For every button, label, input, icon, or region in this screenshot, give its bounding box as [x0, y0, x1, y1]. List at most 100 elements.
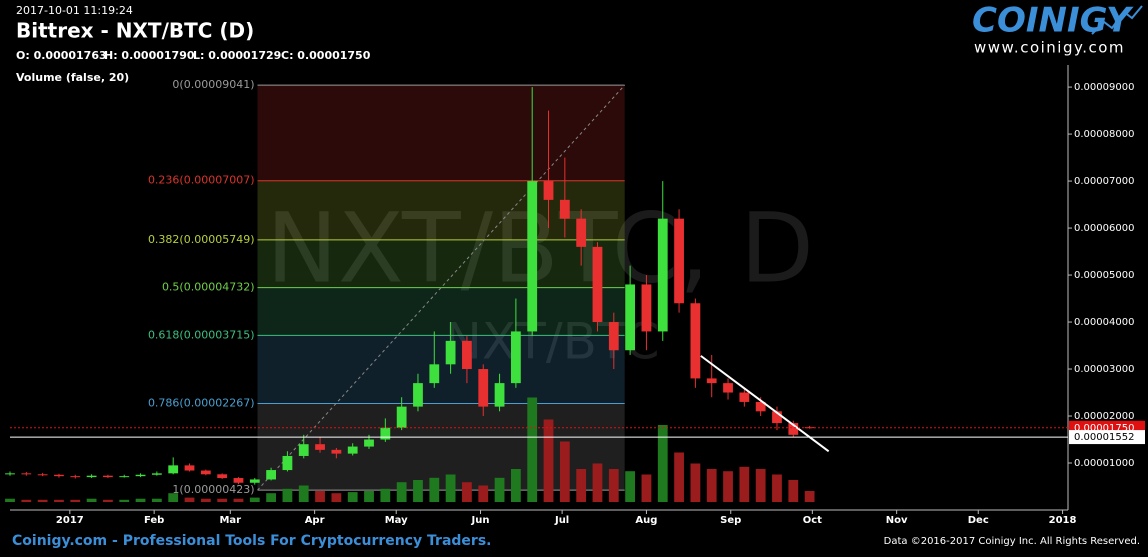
- candle-body: [380, 427, 391, 440]
- volume-bar: [86, 498, 97, 502]
- candle-body: [641, 284, 652, 332]
- volume-bar: [168, 493, 179, 502]
- volume-bar: [331, 493, 342, 502]
- candle-body: [70, 476, 81, 478]
- candle-body: [478, 369, 489, 407]
- fib-diagonal: [257, 84, 626, 491]
- volume-bar: [200, 498, 211, 502]
- volume-bar: [462, 482, 472, 502]
- logo: COINIGY: [972, 1, 1134, 41]
- volume-bar: [543, 419, 554, 502]
- candle-body: [86, 475, 97, 478]
- candle-body: [723, 383, 733, 393]
- volume-bar: [54, 499, 64, 502]
- trendline: [700, 355, 830, 453]
- volume-bar: [625, 471, 636, 502]
- candle-body: [755, 401, 766, 412]
- volume-bar: [380, 488, 391, 502]
- price-tag: [1069, 430, 1145, 445]
- candle-body: [168, 465, 179, 474]
- candle-body: [608, 322, 619, 351]
- candle-body: [625, 284, 636, 351]
- volume-bar: [804, 491, 815, 502]
- volume-bar: [739, 466, 750, 502]
- volume-bar: [723, 471, 733, 502]
- candle-body: [233, 478, 244, 483]
- volume-bar: [576, 469, 587, 502]
- x-tick-label: Dec: [968, 515, 989, 526]
- candle-body: [184, 465, 195, 471]
- x-tick-label: Oct: [803, 515, 822, 526]
- candle-body: [217, 474, 228, 479]
- candle-body: [543, 181, 554, 200]
- fib-label: 0.786(0.00002267): [148, 396, 255, 409]
- y-tick-label: 0.00002000: [1074, 411, 1134, 422]
- volume-bar: [217, 498, 228, 502]
- x-tick-label: Mar: [219, 515, 241, 526]
- candle-body: [151, 473, 162, 475]
- volume-bar: [396, 482, 407, 502]
- x-tick-label: Apr: [305, 515, 325, 526]
- x-tick-label: Sep: [720, 515, 741, 526]
- fib-label: 0.5(0.00004732): [162, 281, 255, 294]
- volume-bar: [364, 491, 374, 502]
- candle-body: [413, 383, 423, 407]
- ohlc-close: C: 0.00001750: [281, 49, 371, 62]
- x-tick-label: 2018: [1049, 515, 1077, 526]
- candle-body: [347, 446, 358, 454]
- candle-body: [282, 455, 293, 471]
- fib-band: [257, 287, 625, 336]
- fib-label: 0.618(0.00003715): [148, 328, 255, 341]
- fib-band: [257, 335, 625, 404]
- y-tick-label: 0.00007000: [1074, 176, 1134, 187]
- volume-bar: [772, 474, 782, 502]
- fib-label: 1(0.00000423): [172, 483, 254, 496]
- y-tick-label: 0.00003000: [1074, 364, 1134, 375]
- candle-body: [103, 475, 113, 478]
- y-tick-label: 0.00001000: [1074, 458, 1134, 469]
- volume-bar: [21, 499, 32, 502]
- volume-bar: [37, 499, 48, 502]
- x-tick-label: Jun: [471, 515, 490, 526]
- x-tick-label: Aug: [635, 515, 657, 526]
- candle-body: [249, 479, 260, 483]
- volume-bar: [347, 492, 358, 502]
- fib-label: 0(0.00009041): [172, 78, 254, 91]
- candle-body: [266, 470, 276, 480]
- volume-bar: [690, 463, 701, 502]
- volume-bar: [478, 485, 489, 502]
- volume-bar: [298, 485, 309, 502]
- candle-body: [364, 439, 374, 447]
- candle-body: [527, 181, 538, 332]
- volume-bar: [184, 497, 195, 502]
- candle-body: [200, 470, 211, 475]
- volume-bar: [608, 469, 619, 502]
- volume-bar: [135, 498, 146, 502]
- volume-bar: [282, 488, 293, 502]
- watermark-small: NXT/BTC: [445, 313, 660, 371]
- fib-label: 0.382(0.00005749): [148, 233, 255, 246]
- watermark: NXT/BTC, D: [266, 192, 814, 304]
- volume-bar: [494, 477, 505, 502]
- indicator-label: Volume (false, 20): [16, 71, 129, 84]
- candle-body: [706, 378, 717, 384]
- watermark-layer: NXT/BTC, D NXT/BTC: [266, 192, 814, 370]
- candle-body: [576, 218, 587, 247]
- footer-right: Data ©2016-2017 Coinigy Inc. All Rights …: [884, 536, 1140, 547]
- candle-body: [739, 392, 750, 402]
- candle-body: [5, 473, 15, 475]
- candle-body: [315, 444, 325, 450]
- candle-body: [21, 473, 32, 475]
- candle-body: [298, 444, 309, 456]
- candle-body: [592, 246, 603, 323]
- fib-band: [257, 239, 625, 288]
- volume-bar: [706, 469, 717, 502]
- volume-bar: [266, 493, 276, 502]
- candle-body: [429, 364, 440, 384]
- volume-bar: [5, 498, 15, 502]
- candle-body: [462, 340, 472, 370]
- candle-body: [54, 474, 64, 477]
- volume-bar: [70, 499, 81, 502]
- volume-bar: [641, 474, 652, 502]
